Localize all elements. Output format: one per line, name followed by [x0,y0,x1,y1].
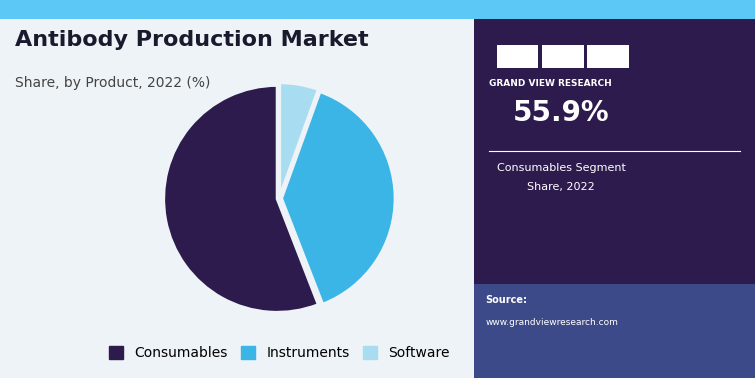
Text: Antibody Production Market: Antibody Production Market [15,30,368,50]
Wedge shape [164,85,318,312]
Text: Share, 2022: Share, 2022 [527,182,595,192]
Text: www.grandviewresearch.com: www.grandviewresearch.com [485,318,618,327]
Text: 55.9%: 55.9% [513,99,609,127]
Text: GRAND VIEW RESEARCH: GRAND VIEW RESEARCH [489,79,612,88]
Wedge shape [280,83,318,196]
Text: Source:: Source: [485,295,528,305]
Text: Consumables Segment: Consumables Segment [497,163,625,173]
Legend: Consumables, Instruments, Software: Consumables, Instruments, Software [102,339,457,367]
Wedge shape [282,92,395,304]
Text: Share, by Product, 2022 (%): Share, by Product, 2022 (%) [15,76,211,90]
